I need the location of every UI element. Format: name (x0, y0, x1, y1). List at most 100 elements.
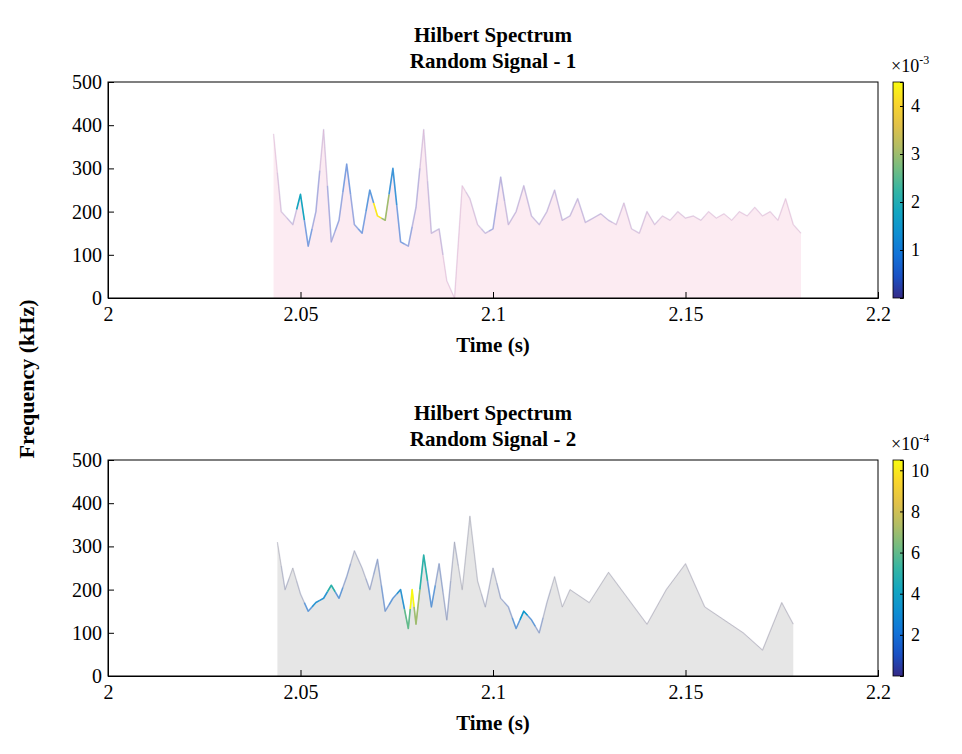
y-tick-mark (108, 676, 114, 677)
x-tick: 2.15 (669, 292, 704, 325)
amplitude-segment (580, 587, 599, 602)
amplitude-segment (597, 214, 605, 217)
colorbar-scale-base: ×10 (891, 434, 919, 454)
x-tick-label: 2.1 (481, 303, 506, 325)
colorbar-tick-label: 2 (911, 192, 920, 212)
y-tick: 300 (72, 535, 114, 557)
colorbar-tick-label: 4 (911, 96, 920, 116)
colorbar-tick: 8 (900, 502, 920, 522)
amplitude-segment (512, 618, 520, 629)
amplitude-segment (612, 214, 620, 225)
amplitude-segment (620, 203, 628, 216)
x-axis: 2 2.05 2.1 2.15 2.2 (104, 292, 892, 325)
amplitude-segment (374, 559, 382, 585)
y-axis-line (109, 83, 115, 299)
amplitude-segment (277, 173, 287, 218)
amplitude-segment (637, 607, 656, 624)
amplitude-segment (374, 203, 382, 218)
amplitude-segment (458, 553, 466, 590)
amplitude-segment (297, 194, 305, 220)
y-axis: 0100200300400500 (72, 71, 114, 309)
amplitude-segment (720, 214, 728, 217)
x-tick-label: 2.1 (481, 681, 506, 703)
amplitude-segment (657, 577, 676, 607)
amplitude-segment (458, 186, 466, 242)
amplitude-segment (397, 205, 405, 244)
y-tick: 500 (72, 71, 114, 93)
amplitude-segment (327, 585, 335, 591)
amplitude-segment (389, 594, 397, 605)
amplitude-segment (466, 516, 474, 553)
amplitude-segment (281, 566, 289, 590)
amplitude-segment (734, 626, 753, 641)
amplitude-segment (366, 574, 374, 589)
y-tick: 200 (72, 201, 114, 223)
amplitude-segment (759, 212, 767, 216)
amplitude-segment (428, 181, 436, 233)
amplitude-segment (428, 581, 436, 607)
y-tick: 100 (72, 622, 114, 644)
y-tick-mark (108, 82, 114, 83)
colorbar-fill (893, 82, 903, 298)
colorbar-tick-mark (900, 635, 903, 636)
colorbar-tick-mark (900, 202, 903, 203)
amplitude-segment (489, 568, 497, 587)
x-tick: 2.05 (284, 292, 319, 325)
colorbar-tick-mark (900, 470, 903, 471)
colorbar: 1234×10-3 (891, 53, 929, 299)
amplitude-segment (666, 216, 674, 220)
colorbar-tick-label: 3 (911, 144, 920, 164)
amplitude-segment (404, 227, 412, 246)
colorbar-axis-line (900, 461, 904, 677)
amplitude-segment (289, 568, 297, 581)
x-tick-label: 2 (104, 303, 114, 325)
x-tick: 2.1 (481, 292, 506, 325)
amplitude-segment (582, 211, 590, 223)
x-tick-label: 2.2 (866, 681, 891, 703)
y-tick: 500 (72, 449, 114, 471)
amplitude-segment (736, 212, 744, 216)
amplitude-segment (659, 216, 667, 220)
y-tick-mark (108, 168, 114, 169)
amplitude-segment (695, 585, 714, 613)
y-tick: 100 (72, 244, 114, 266)
amplitude-segment (389, 168, 397, 205)
colorbar-tick-mark (900, 250, 903, 251)
colorbar-scale-label: ×10-4 (891, 431, 929, 454)
amplitude-segment (489, 203, 497, 231)
x-tick-label: 2.2 (866, 303, 891, 325)
amplitude-segment (397, 590, 405, 609)
amplitude-segment (643, 212, 651, 223)
amplitude-segment (728, 216, 736, 220)
amplitude-segment (543, 201, 551, 218)
colorbar-tick-mark (900, 106, 903, 107)
colorbar-axis: 1234 (900, 83, 920, 299)
x-tick: 2.1 (481, 670, 506, 703)
y-axis: 0100200300400500 (72, 449, 114, 687)
title: Hilbert Spectrum (414, 401, 573, 425)
amplitude-segment (351, 194, 359, 229)
colorbar-tick-mark (900, 594, 903, 595)
amplitude-segment (551, 190, 559, 205)
amplitude-segment (512, 199, 520, 218)
amplitude-segment (705, 212, 713, 216)
amplitude-segment (381, 194, 389, 220)
y-tick-mark (108, 503, 114, 504)
y-tick: 200 (72, 579, 114, 601)
amplitude-segment (297, 581, 305, 603)
amplitude-segment (410, 590, 414, 609)
colorbar-tick-label: 2 (911, 625, 920, 645)
panel: 22.052.12.152.20100200300400500Hilbert S… (72, 401, 929, 735)
amplitude-segment (766, 212, 774, 216)
x-tick-mark (686, 292, 687, 298)
y-tick: 300 (72, 157, 114, 179)
colorbar-scale-label: ×10-3 (891, 53, 929, 76)
colorbar-tick-label: 10 (911, 461, 929, 481)
colorbar-tick: 2 (900, 625, 920, 645)
amplitude-segment (327, 186, 335, 242)
y-axis-title: Frequency (kHz) (14, 299, 39, 458)
amplitude-segment (274, 134, 278, 173)
y-tick-mark (108, 460, 114, 461)
colorbar-tick: 6 (900, 543, 920, 563)
y-tick: 400 (72, 492, 114, 514)
